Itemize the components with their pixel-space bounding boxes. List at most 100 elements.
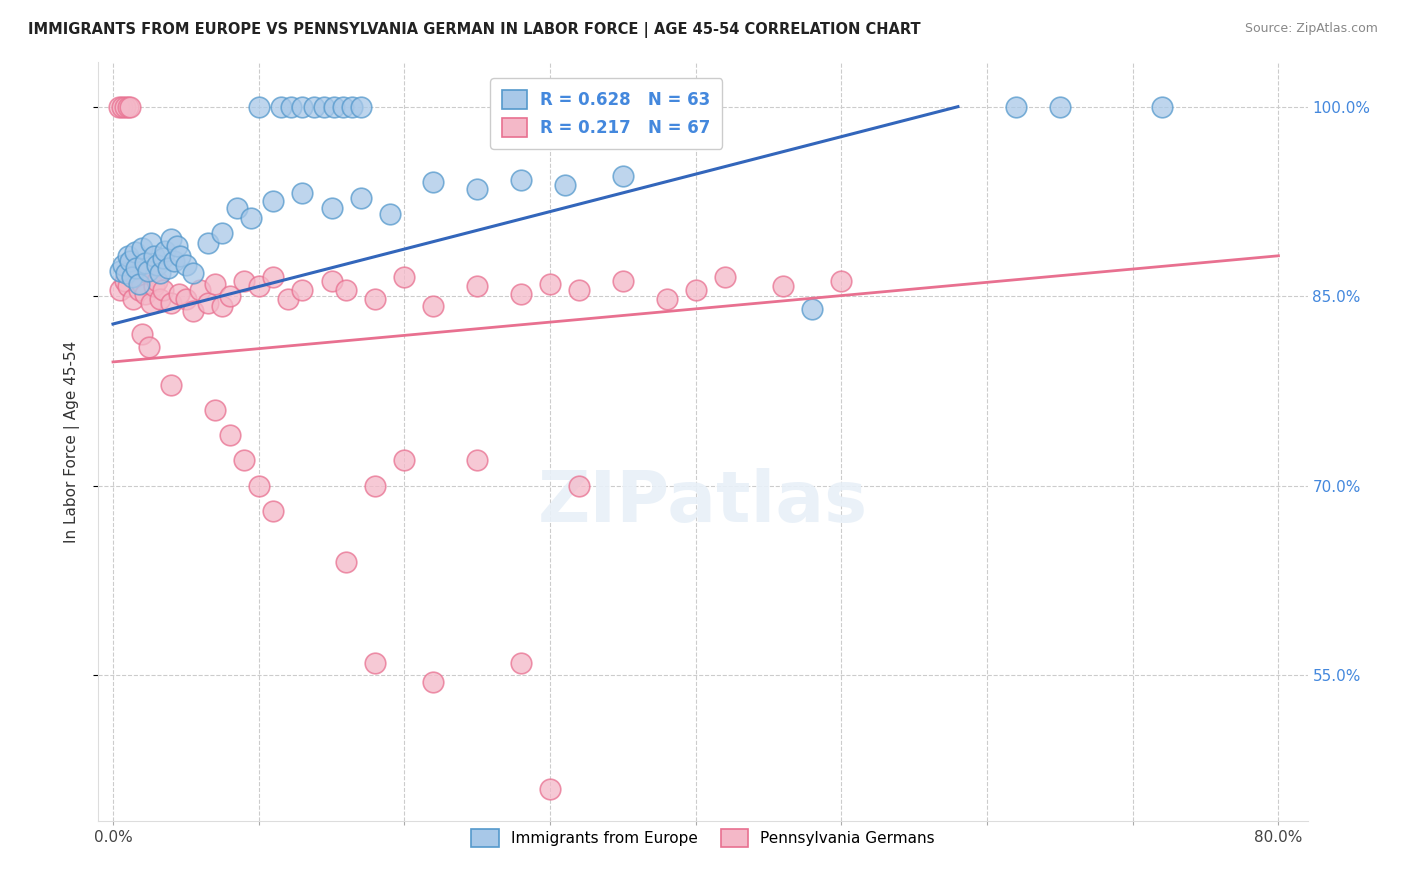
Point (626, 100, 648, 114)
Point (197, 295, 219, 310)
Point (163, 253, 186, 268)
Point (364, 479, 387, 493)
Point (114, 274, 136, 288)
Point (714, 270, 737, 285)
Point (350, 191, 373, 205)
Point (142, 249, 165, 263)
Point (157, 261, 180, 276)
Legend: Immigrants from Europe, Pennsylvania Germans: Immigrants from Europe, Pennsylvania Ger… (464, 822, 942, 855)
Point (568, 479, 591, 493)
Point (145, 258, 167, 272)
Point (465, 182, 488, 196)
Point (554, 178, 576, 192)
Point (136, 264, 159, 278)
Point (120, 264, 142, 278)
Point (1049, 100, 1071, 114)
Point (131, 241, 153, 255)
Text: Source: ZipAtlas.com: Source: ZipAtlas.com (1244, 22, 1378, 36)
Point (280, 100, 302, 114)
Point (152, 252, 174, 266)
Point (509, 173, 531, 187)
Point (233, 453, 256, 467)
Point (538, 782, 561, 797)
Point (262, 270, 284, 285)
Point (277, 292, 299, 306)
Point (1005, 100, 1028, 114)
Point (149, 267, 172, 281)
Point (115, 267, 138, 281)
Point (160, 295, 183, 310)
Point (211, 226, 233, 240)
Point (120, 100, 142, 114)
Point (302, 100, 325, 114)
Point (364, 292, 387, 306)
Point (112, 258, 135, 272)
Point (114, 100, 136, 114)
Point (181, 267, 204, 281)
Point (131, 277, 153, 291)
Point (204, 277, 226, 291)
Point (678, 100, 700, 114)
Point (110, 283, 132, 297)
Point (124, 244, 146, 259)
Point (394, 270, 416, 285)
Point (152, 283, 174, 297)
Point (160, 377, 183, 392)
Point (138, 340, 160, 354)
Point (509, 656, 531, 670)
Point (612, 169, 634, 183)
Point (422, 176, 444, 190)
Point (422, 674, 444, 689)
Point (128, 277, 150, 291)
Text: ZIPatlas: ZIPatlas (538, 467, 868, 537)
Point (699, 100, 721, 114)
Point (136, 267, 159, 281)
Point (181, 304, 204, 318)
Point (772, 279, 794, 293)
Point (204, 403, 226, 417)
Point (262, 504, 284, 518)
Point (128, 283, 150, 297)
Point (233, 274, 256, 288)
Point (394, 453, 416, 467)
Point (321, 201, 343, 215)
Point (270, 100, 292, 114)
Point (174, 258, 197, 272)
Point (465, 279, 488, 293)
Y-axis label: In Labor Force | Age 45-54: In Labor Force | Age 45-54 (65, 341, 80, 542)
Point (830, 274, 852, 288)
Point (145, 274, 167, 288)
Point (685, 283, 707, 297)
Point (111, 100, 134, 114)
Point (190, 283, 212, 297)
Point (110, 264, 132, 278)
Point (169, 249, 191, 263)
Point (167, 286, 190, 301)
Point (117, 249, 139, 263)
Point (225, 201, 247, 215)
Point (125, 261, 148, 276)
Point (197, 236, 219, 251)
Point (108, 100, 131, 114)
Point (117, 279, 139, 293)
Point (465, 453, 488, 467)
Point (125, 270, 148, 285)
Point (332, 100, 354, 114)
Point (134, 286, 156, 301)
Point (262, 194, 284, 209)
Point (166, 238, 188, 252)
Point (139, 295, 162, 310)
Point (422, 299, 444, 313)
Point (155, 244, 177, 258)
Point (538, 277, 561, 291)
Point (340, 100, 363, 114)
Point (211, 299, 233, 313)
Point (240, 211, 263, 225)
Point (291, 186, 314, 200)
Point (160, 232, 183, 246)
Point (291, 100, 314, 114)
Text: IMMIGRANTS FROM EUROPE VS PENNSYLVANIA GERMAN IN LABOR FORCE | AGE 45-54 CORRELA: IMMIGRANTS FROM EUROPE VS PENNSYLVANIA G… (28, 22, 921, 38)
Point (801, 301, 824, 316)
Point (122, 292, 145, 306)
Point (378, 207, 401, 221)
